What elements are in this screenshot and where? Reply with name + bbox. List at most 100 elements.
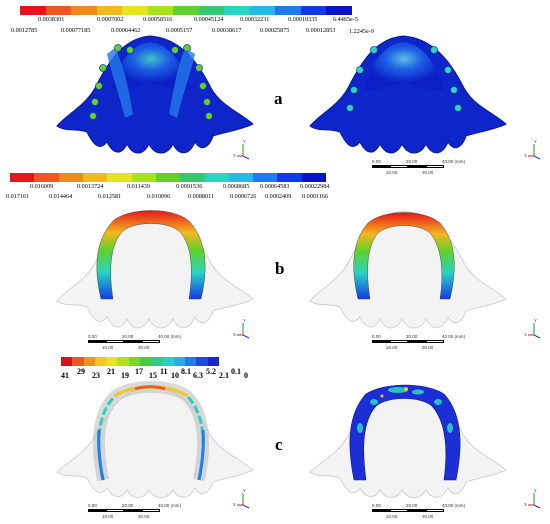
colorbar-segment [58,173,83,182]
scale-bar: 0.00 20.00 40.00 (mm) 10.00 30.00 [372,159,482,177]
colorbar-segment [34,173,59,182]
legend-a-top-label: 0.00045124 [194,16,224,23]
legend-b-bottom-label: 0.014464 [49,193,73,200]
legend-b-bottom-label: 0.017161 [6,193,30,200]
legend-b-colorbar [10,173,327,182]
scale-tick: 0.00 [372,334,381,339]
axis-y-label: Y [243,489,246,493]
legend-a-top-label: 0.0038301 [38,16,65,23]
legend-b-bottom-label: 0.0002409 [265,193,292,200]
panel-label-b: b [275,259,285,278]
scale-bar: 0.00 20.00 40.00 (mm) 10.00 30.00 [372,503,482,521]
legend-a-top-label: 0.0007002 [97,16,124,23]
colorbar-segment [147,6,174,15]
scale-tick: 10.00 [386,170,398,175]
scale-tick: 10.00 [102,514,114,519]
colorbar-segment [10,173,35,182]
scale-tick: 20.00 [406,503,418,508]
legend-b-top-label: 0.0013724 [77,183,104,190]
legend-c-label: 6.3 [193,371,203,380]
colorbar-segment [196,357,208,366]
colorbar-segment [275,6,301,15]
scale-bar: 0.00 20.00 40.00 (mm) 10.00 30.00 [88,503,198,521]
legend-a-top-label: 0.00019335 [288,16,318,23]
scale-tick: 40.00 (mm) [158,503,182,508]
legend-c-label: 17 [135,367,143,376]
scale-tick: 0.00 [88,503,97,508]
scale-tick: 0.00 [372,503,381,508]
axis-y-label: Y [243,140,246,144]
colorbar-segment [128,357,140,366]
colorbar-segment [228,173,254,182]
colorbar-segment [204,173,229,182]
legend-a-bottom-label: 0.00012853 [306,27,336,34]
legend-b-bottom-label: 0.0088011 [188,193,215,200]
colorbar-segment [20,6,46,15]
scale-tick: 20.00 [122,503,134,508]
legend-a-bottom-label: 0.00064462 [111,27,141,34]
legend-c-label: 15 [149,371,157,380]
legend-c-label: 11 [160,367,168,376]
colorbar-segment [94,357,107,366]
scale-tick: 40.00 (mm) [442,334,466,339]
panel-label-a: a [274,89,283,108]
scale-tick: 30.00 [422,345,434,350]
colorbar-segment [106,357,118,366]
colorbar-segment [300,6,327,15]
colorbar-segment [155,173,181,182]
legend-c-label: 0.1 [231,367,241,376]
scale-tick: 40.00 (mm) [442,503,466,508]
legend-a-top-label: 0.00032231 [240,16,270,23]
legend-a-bottom-label: 0.0005157 [166,27,193,34]
scale-tick: 0.00 [372,159,381,164]
colorbar-segment [82,173,108,182]
scale-tick: 0.00 [88,334,97,339]
legend-c-label: 23 [92,371,100,380]
scale-tick: 10.00 [386,514,398,519]
colorbar-segment [71,6,97,15]
model-c-left [56,381,254,498]
legend-b-bottom-label: 0.0001166 [302,193,329,200]
axis-x-label: X [524,502,527,507]
legend-c-label: 29 [77,367,85,376]
legend-b-top-label: 0.011439 [127,183,150,190]
axis-y-label: Y [534,140,537,144]
axis-x-label: X [233,502,236,507]
model-c-right [309,384,507,498]
legend-a-top-label: 0.00058516 [143,16,173,23]
scale-tick: 10.00 [386,345,398,350]
axis-x-label: X [524,332,527,337]
colorbar-segment [139,357,152,366]
legend-c-colorbar [61,357,219,366]
colorbar-segment [122,6,148,15]
colorbar-segment [301,173,327,182]
scale-tick: 10.00 [102,345,114,350]
colorbar-segment [277,173,302,182]
colorbar-segment [326,6,352,15]
axis-triad-icon: Y X [233,319,250,339]
scale-tick: 40.00 (mm) [442,159,466,164]
scale-bar: 0.00 20.00 40.00 (mm) 10.00 30.00 [372,334,482,352]
legend-b-bottom-label: 0.0006726 [230,193,257,200]
legend-c-label: 41 [61,371,69,380]
legend-a-top-label: 6.4465e-5 [333,16,358,23]
colorbar-segment [253,173,278,182]
axis-triad-icon: Y X [233,489,250,509]
legend-b-top-label: 0.0068685 [223,183,250,190]
colorbar-segment [96,6,123,15]
scale-tick: 30.00 [138,345,150,350]
colorbar-segment [180,173,205,182]
axis-triad-icon: Y X [524,489,541,509]
colorbar-segment [131,173,156,182]
legend-a-bottom-label: 0.0012785 [11,27,38,34]
axis-x-label: X [233,332,236,337]
colorbar-segment [83,357,95,366]
axis-y-label: Y [534,319,537,323]
colorbar-segment [107,173,132,182]
colorbar-segment [173,6,199,15]
panel-label-c: c [275,435,283,454]
legend-b-top-label: 0.00064583 [260,183,290,190]
colorbar-segment [207,357,219,366]
colorbar-segment [249,6,276,15]
legend-b-top-label: 0.0091536 [176,183,203,190]
